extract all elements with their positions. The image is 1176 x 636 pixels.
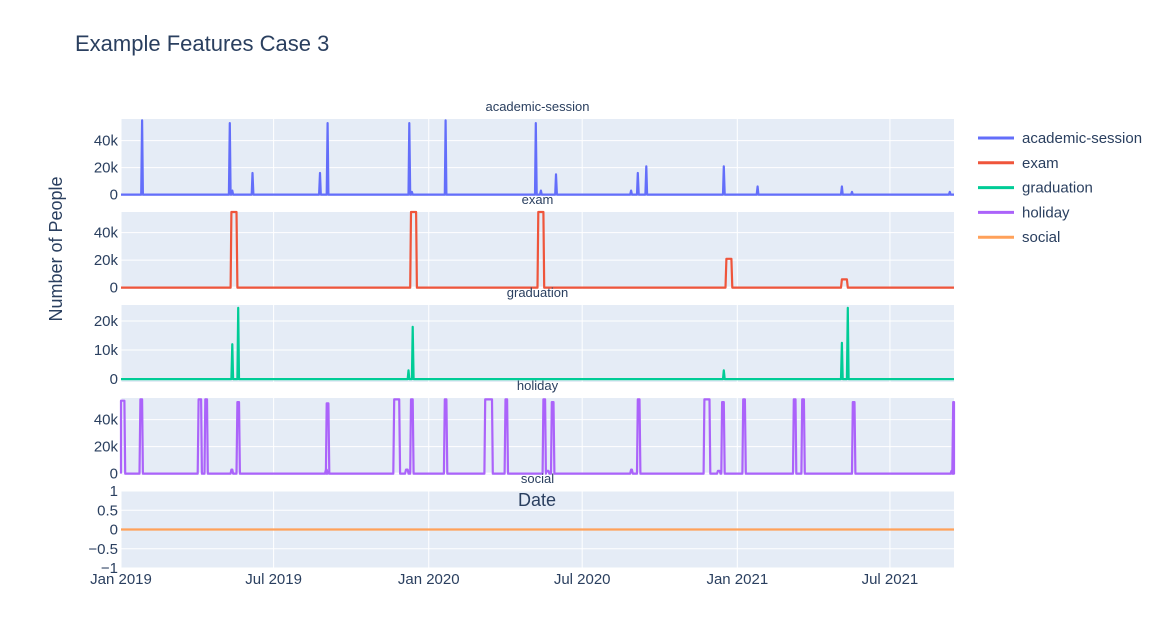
series-line-holiday (119, 398, 956, 475)
series-line-exam (121, 210, 954, 289)
subplot-title: social (521, 471, 554, 486)
plot-background (121, 305, 954, 382)
subplot-exam: 0 20k 40k exam (94, 192, 954, 297)
x-tick-label: Jul 2020 (554, 571, 611, 588)
legend: academic-session exam graduation holiday soc… (978, 130, 1142, 246)
subplot-holiday: 0 20k 40k holiday (94, 378, 956, 483)
legend-item-holiday: holiday (978, 204, 1070, 221)
subplot-academic-session: 0 20k 40k academic-session (94, 99, 954, 204)
subplot-title: holiday (517, 378, 559, 393)
legend-label: academic-session (1022, 130, 1142, 147)
y-tick-label: 0 (110, 371, 118, 388)
y-tick-label: 0 (110, 466, 118, 483)
y-tick-label: 40k (94, 225, 119, 242)
x-tick-label: Jul 2021 (862, 571, 919, 588)
legend-label: holiday (1022, 204, 1070, 221)
x-axis: Jan 2019 Jul 2019 Jan 2020 Jul 2020 Jan 2021… (90, 571, 918, 588)
y-tick-label: 20k (94, 252, 119, 269)
chart-title: Example Features Case 3 (75, 31, 330, 56)
x-tick-label: Jan 2019 (90, 571, 152, 588)
y-tick-label: 20k (94, 160, 119, 177)
y-tick-label: 20k (94, 439, 119, 456)
x-tick-label: Jan 2021 (706, 571, 768, 588)
y-tick-label: 0 (110, 187, 118, 204)
plot-background (121, 398, 954, 475)
series-line-academic-session (121, 119, 954, 196)
y-tick-label: 1 (110, 483, 118, 500)
legend-item-academic-session: academic-session (978, 130, 1142, 147)
legend-label: exam (1022, 155, 1059, 172)
y-tick-label: 0 (110, 280, 118, 297)
y-tick-label: −0.5 (88, 541, 118, 558)
subplot-title: academic-session (485, 99, 589, 114)
series-line-graduation (121, 306, 954, 381)
x-axis-title: Date (518, 490, 556, 510)
legend-item-exam: exam (978, 155, 1059, 172)
legend-item-graduation: graduation (978, 180, 1093, 197)
y-tick-label: 20k (94, 313, 119, 330)
subplot-graduation: 0 10k 20k graduation (94, 285, 954, 388)
legend-label: graduation (1022, 180, 1093, 197)
y-tick-label: 40k (94, 133, 119, 150)
y-tick-label: 40k (94, 412, 119, 429)
y-tick-label: 0 (110, 522, 118, 539)
y-tick-label: −1 (101, 560, 118, 577)
x-tick-label: Jan 2020 (398, 571, 460, 588)
legend-item-social: social (978, 229, 1060, 246)
legend-label: social (1022, 229, 1060, 246)
y-tick-label: 0.5 (97, 502, 118, 519)
subplot-panels: 0 20k 40k academic-session 0 20k 40k exam 0 10k 20… (88, 99, 956, 577)
y-tick-label: 10k (94, 342, 119, 359)
y-axis-title: Number of People (46, 176, 66, 321)
subplot-social: −1 −0.5 0 0.5 1 social (88, 471, 954, 577)
subplot-title: graduation (507, 285, 568, 300)
subplot-title: exam (522, 192, 554, 207)
x-tick-label: Jul 2019 (245, 571, 302, 588)
